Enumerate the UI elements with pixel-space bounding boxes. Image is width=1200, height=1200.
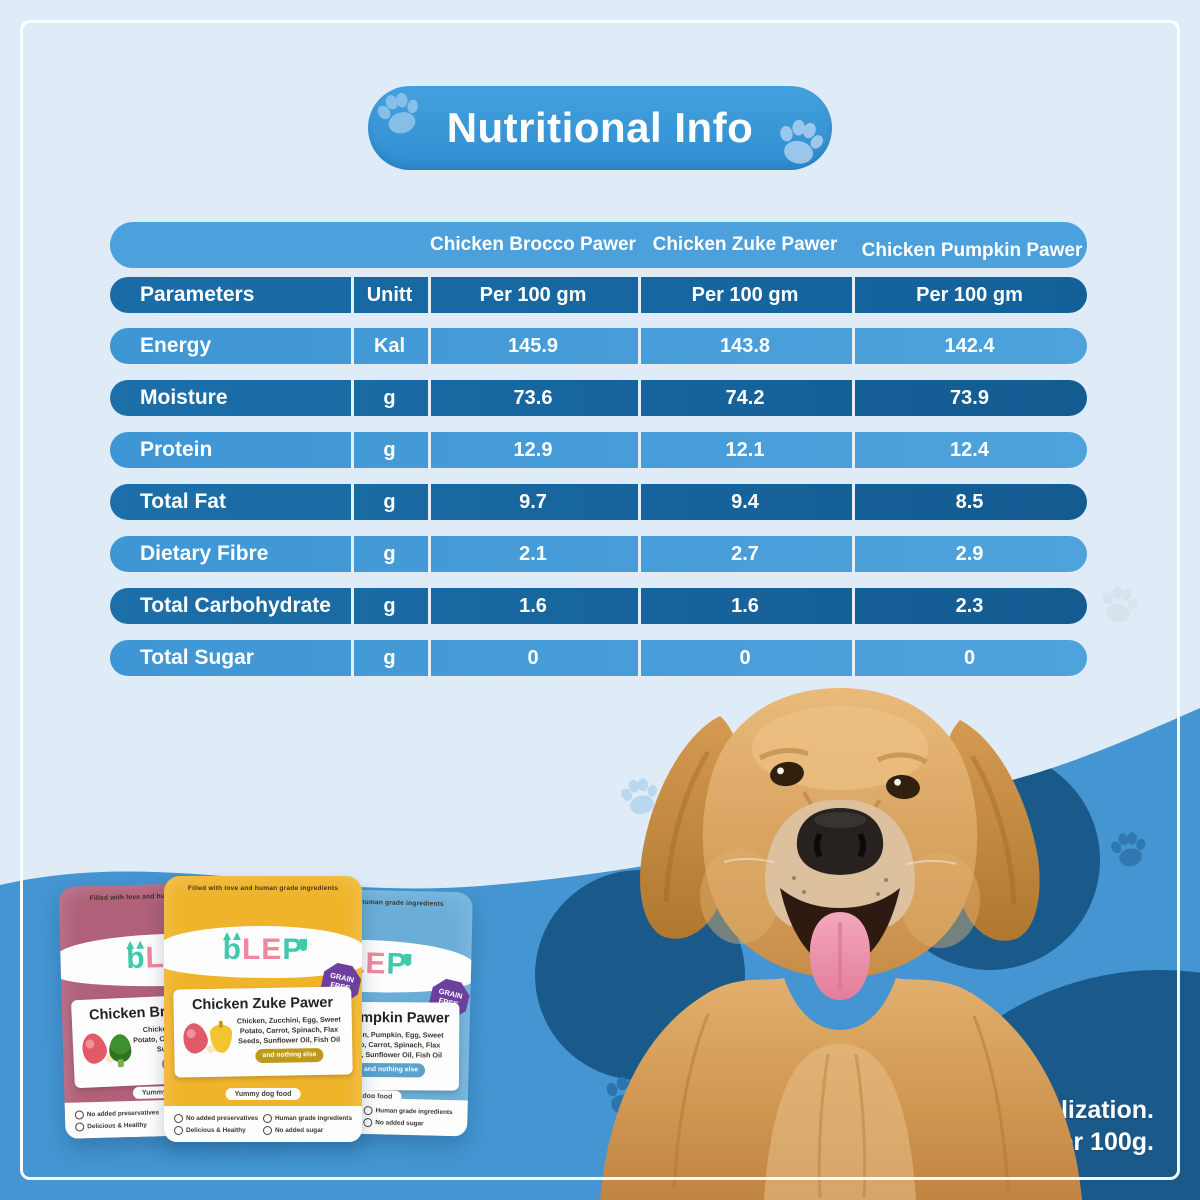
feature-ring-icon <box>74 1109 85 1120</box>
row-unit: g <box>383 646 396 669</box>
feature-ring-icon <box>262 1113 272 1123</box>
ingredient-icons <box>179 1017 234 1065</box>
row-unit: g <box>383 490 396 513</box>
title-banner: Nutritional Info <box>368 86 832 170</box>
header-per100: Per 100 gm <box>479 283 587 306</box>
paw-icon <box>1103 823 1154 874</box>
table-row-total-carbohydrate: Total Carbohydrate g 1.6 1.6 2.3 <box>110 588 1087 624</box>
row-value: 74.2 <box>725 386 765 409</box>
row-unit: g <box>383 594 396 617</box>
pouch-ingredients: Chicken, Zucchini, Egg, Sweet Potato, Ca… <box>233 1015 346 1064</box>
row-value: 12.4 <box>950 438 989 461</box>
row-unit: g <box>383 542 396 565</box>
pouch-tagline: Filled with love and human grade ingredi… <box>187 885 339 892</box>
table-row-total-fat: Total Fat g 9.7 9.4 8.5 <box>110 484 1087 520</box>
table-row-moisture: Moisture g 73.6 74.2 73.9 <box>110 380 1087 416</box>
feature-ring-icon <box>363 1117 373 1127</box>
golden-retriever-photo <box>600 688 1082 1200</box>
product-column-label: Chicken Pumpkin Pawer <box>861 240 1083 261</box>
feature-ring-icon <box>174 1125 183 1135</box>
table-row-total-sugar: Total Sugar g 0 0 0 <box>110 640 1087 676</box>
table-row-energy: Energy Kal 145.9 143.8 142.4 <box>110 328 1087 364</box>
row-value: 8.5 <box>955 490 984 513</box>
row-value: 12.1 <box>725 438 765 461</box>
row-label: Total Fat <box>140 490 226 513</box>
row-value: 12.9 <box>513 438 553 461</box>
row-unit: g <box>383 386 396 409</box>
header-parameters: Parameters <box>140 283 255 306</box>
row-value: 0 <box>527 646 539 669</box>
pouch-title: Chicken Zuke Pawer <box>191 994 334 1014</box>
paw-icon <box>767 107 833 173</box>
row-value: 143.8 <box>719 334 771 357</box>
paw-icon <box>1092 576 1145 629</box>
brand-logo: bLEP <box>164 932 362 966</box>
table-row-dietary-fibre: Dietary Fibre g 2.1 2.7 2.9 <box>110 536 1087 572</box>
pouch-label: Chicken Zuke Pawer Chicken, Zucchini, Eg… <box>173 986 353 1078</box>
chicken-leg-icon <box>77 1030 111 1067</box>
table-header-row: Parameters Unitt Per 100 gm Per 100 gm P… <box>110 277 1087 313</box>
row-value: 2.7 <box>731 542 759 565</box>
row-value: 142.4 <box>944 334 995 357</box>
header-unit: Unitt <box>366 283 413 306</box>
row-label: Total Sugar <box>140 646 254 669</box>
row-value: 145.9 <box>507 334 559 357</box>
brand-letters-le: LE <box>241 933 283 966</box>
row-label: Energy <box>140 334 212 357</box>
row-value: 73.6 <box>513 386 553 409</box>
row-label: Dietary Fibre <box>140 542 269 565</box>
row-value: 2.3 <box>955 594 984 617</box>
row-value: 9.7 <box>519 490 547 513</box>
row-value: 2.9 <box>955 542 984 565</box>
feature-ring-icon <box>75 1121 85 1132</box>
brand-letter-p: P <box>386 947 408 981</box>
row-value: 2.1 <box>519 542 547 565</box>
brand-letter-b: b <box>125 941 146 976</box>
product-column-label: Chicken Zuke Pawer <box>652 234 838 255</box>
table-row-protein: Protein g 12.9 12.1 12.4 <box>110 432 1087 468</box>
nothing-else-pill: and nothing else <box>356 1063 426 1078</box>
broccoli-icon <box>108 1033 132 1063</box>
row-unit: g <box>383 438 396 461</box>
row-value: 0 <box>739 646 751 669</box>
product-columns-bar: Chicken Brocco Pawer Chicken Zuke Pawer … <box>110 222 1087 268</box>
brand-letter-p: P <box>282 933 308 966</box>
row-value: 9.4 <box>731 490 759 513</box>
row-value: 0 <box>963 646 976 669</box>
row-value: 73.9 <box>950 386 989 409</box>
row-value: 1.6 <box>519 594 547 617</box>
header-per100: Per 100 gm <box>916 283 1023 306</box>
header-per100: Per 100 gm <box>691 283 799 306</box>
row-label: Protein <box>140 438 213 461</box>
product-pouch-zuke: Filled with love and human grade ingredi… <box>164 876 362 1142</box>
chicken-leg-icon <box>179 1020 211 1057</box>
brand-letter-b: b <box>222 932 242 966</box>
page-title: Nutritional Info <box>446 104 754 151</box>
feature-ring-icon <box>262 1125 272 1135</box>
row-label: Total Carbohydrate <box>140 594 331 617</box>
ingredient-icons <box>77 1026 133 1075</box>
feature-ring-icon <box>174 1113 183 1123</box>
row-unit: Kal <box>373 334 406 357</box>
row-value: 1.6 <box>731 594 759 617</box>
feature-ring-icon <box>363 1105 373 1115</box>
product-column-label: Chicken Brocco Pawer <box>430 234 636 255</box>
row-label: Moisture <box>140 386 228 409</box>
yummy-pill: Yummy dog food <box>225 1088 301 1100</box>
nothing-else-pill: and nothing else <box>255 1048 324 1063</box>
pouch-features: No added preservatives Human grade ingre… <box>164 1106 362 1142</box>
